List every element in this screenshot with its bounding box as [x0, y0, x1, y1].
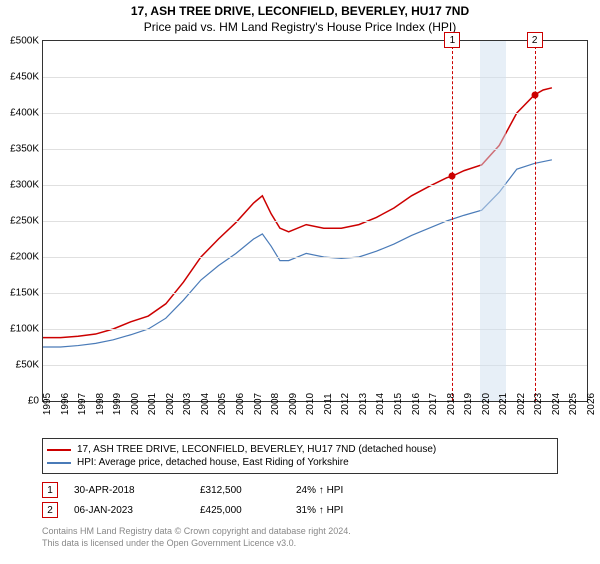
x-tick-label: 2013 [358, 393, 369, 415]
y-tick-label: £150K [10, 288, 39, 299]
x-tick-label: 2012 [340, 393, 351, 415]
x-tick-label: 1995 [42, 393, 53, 415]
x-tick-label: 2020 [481, 393, 492, 415]
x-axis-ticks: 1995199619971998199920002001200220032004… [42, 402, 588, 434]
transaction-marker-box: 1 [42, 482, 58, 498]
x-tick-label: 2005 [217, 393, 228, 415]
footer-line-1: Contains HM Land Registry data © Crown c… [42, 526, 558, 538]
x-tick-label: 1999 [112, 393, 123, 415]
x-tick-label: 2010 [305, 393, 316, 415]
x-tick-label: 2006 [235, 393, 246, 415]
transaction-marker-box: 2 [42, 502, 58, 518]
marker-point [449, 173, 456, 180]
transaction-row: 2 06-JAN-2023 £425,000 31% ↑ HPI [42, 500, 558, 520]
chart-title-main: 17, ASH TREE DRIVE, LECONFIELD, BEVERLEY… [0, 4, 600, 18]
x-tick-label: 2003 [182, 393, 193, 415]
y-tick-label: £400K [10, 108, 39, 119]
x-tick-label: 2025 [568, 393, 579, 415]
legend-item: HPI: Average price, detached house, East… [47, 456, 553, 469]
x-tick-label: 2018 [446, 393, 457, 415]
y-tick-label: £100K [10, 324, 39, 335]
y-tick-label: £200K [10, 252, 39, 263]
y-tick-label: £0 [28, 396, 39, 407]
transaction-date: 30-APR-2018 [74, 485, 184, 496]
x-tick-label: 2022 [516, 393, 527, 415]
marker-point [531, 92, 538, 99]
legend-item: 17, ASH TREE DRIVE, LECONFIELD, BEVERLEY… [47, 443, 553, 456]
y-tick-label: £250K [10, 216, 39, 227]
y-tick-label: £50K [16, 360, 39, 371]
transaction-price: £425,000 [200, 505, 280, 516]
series-property [43, 88, 552, 338]
legend-swatch [47, 462, 71, 464]
x-tick-label: 2004 [200, 393, 211, 415]
chart-title-sub: Price paid vs. HM Land Registry's House … [0, 20, 600, 34]
x-tick-label: 2007 [253, 393, 264, 415]
x-tick-label: 2000 [130, 393, 141, 415]
x-tick-label: 2008 [270, 393, 281, 415]
legend-swatch [47, 449, 71, 451]
legend-label: 17, ASH TREE DRIVE, LECONFIELD, BEVERLEY… [77, 444, 436, 455]
chart-plot-area: £0£50K£100K£150K£200K£250K£300K£350K£400… [42, 40, 588, 402]
legend-label: HPI: Average price, detached house, East… [77, 457, 349, 468]
x-tick-label: 1998 [95, 393, 106, 415]
x-tick-label: 1997 [77, 393, 88, 415]
y-tick-label: £350K [10, 144, 39, 155]
x-tick-label: 2021 [498, 393, 509, 415]
x-tick-label: 2001 [147, 393, 158, 415]
shaded-region [480, 41, 506, 401]
y-tick-label: £300K [10, 180, 39, 191]
x-tick-label: 2024 [551, 393, 562, 415]
transaction-date: 06-JAN-2023 [74, 505, 184, 516]
x-tick-label: 1996 [60, 393, 71, 415]
x-tick-label: 2009 [288, 393, 299, 415]
x-tick-label: 2026 [586, 393, 597, 415]
x-tick-label: 2014 [375, 393, 386, 415]
chart-legend: 17, ASH TREE DRIVE, LECONFIELD, BEVERLEY… [42, 438, 558, 474]
marker-vline [452, 41, 453, 401]
marker-label-box: 1 [444, 32, 460, 48]
transaction-table: 1 30-APR-2018 £312,500 24% ↑ HPI 2 06-JAN-202… [42, 480, 558, 520]
transaction-pct: 24% ↑ HPI [296, 485, 376, 496]
x-tick-label: 2017 [428, 393, 439, 415]
x-tick-label: 2023 [533, 393, 544, 415]
y-tick-label: £500K [10, 36, 39, 47]
x-tick-label: 2011 [323, 393, 334, 415]
transaction-pct: 31% ↑ HPI [296, 505, 376, 516]
transaction-row: 1 30-APR-2018 £312,500 24% ↑ HPI [42, 480, 558, 500]
x-tick-label: 2002 [165, 393, 176, 415]
footer-line-2: This data is licensed under the Open Gov… [42, 538, 558, 550]
y-tick-label: £450K [10, 72, 39, 83]
x-tick-label: 2015 [393, 393, 404, 415]
x-tick-label: 2016 [411, 393, 422, 415]
series-hpi [43, 160, 552, 347]
x-tick-label: 2019 [463, 393, 474, 415]
chart-footer: Contains HM Land Registry data © Crown c… [42, 526, 558, 549]
marker-label-box: 2 [527, 32, 543, 48]
transaction-price: £312,500 [200, 485, 280, 496]
